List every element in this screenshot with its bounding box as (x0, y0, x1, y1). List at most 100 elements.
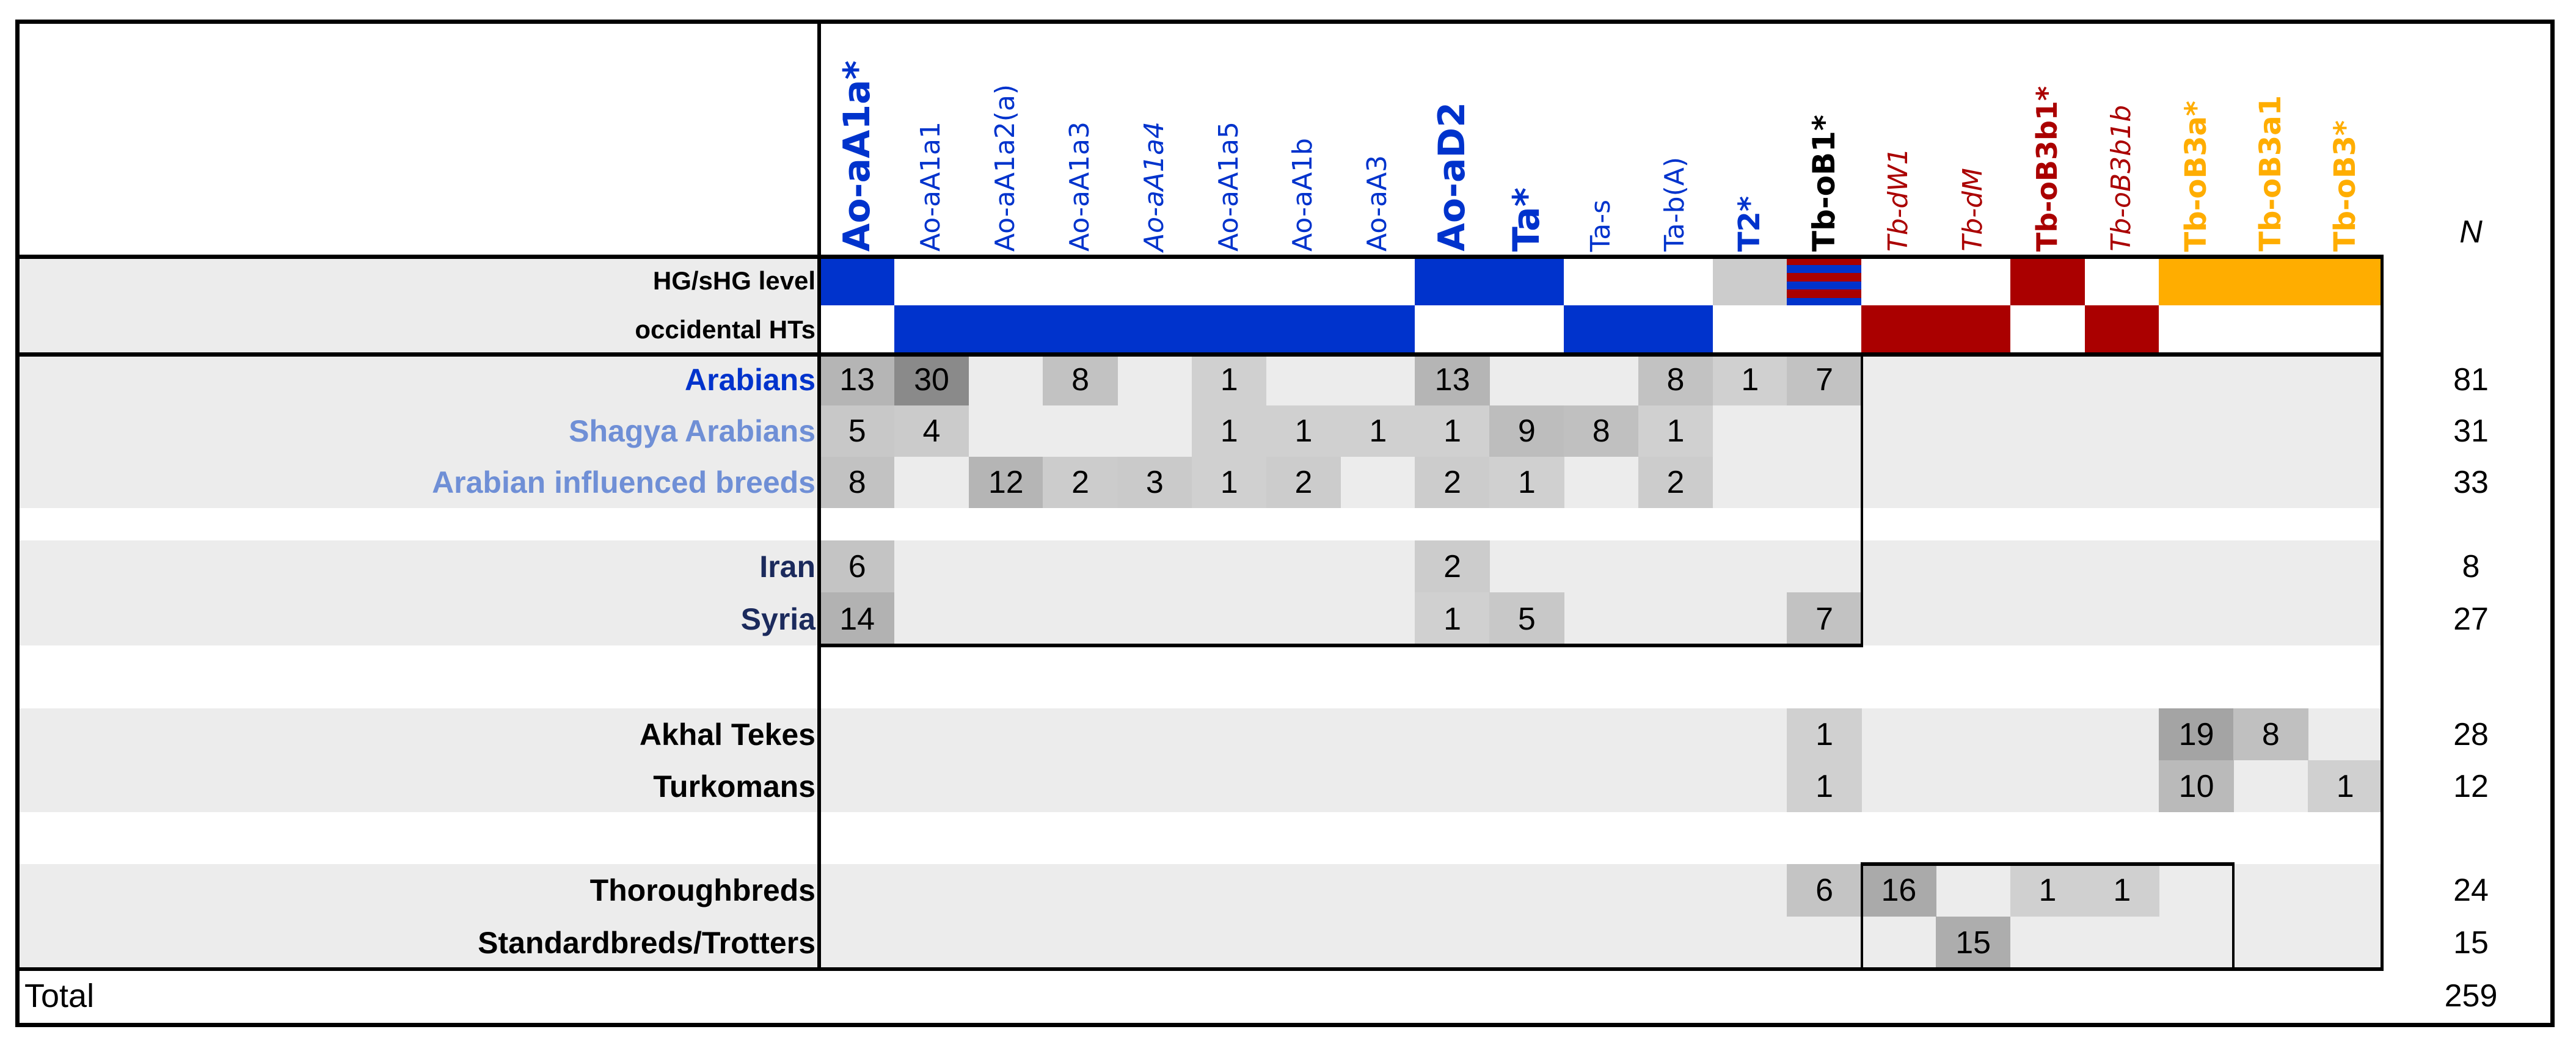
column-header-label: Ao-aA1a1 (915, 122, 947, 252)
band-top-line (20, 255, 2384, 259)
data-cell: 30 (894, 354, 969, 405)
band-cell-blue (1117, 305, 1192, 354)
column-header: Tb-oB3b1* (2010, 23, 2084, 255)
data-cell: 1 (2308, 760, 2383, 812)
data-cell: 1 (1787, 760, 1862, 812)
data-cell: 8 (1564, 405, 1639, 457)
band-cell-orange (2308, 256, 2383, 305)
row-n: 81 (2453, 362, 2489, 398)
table-row (20, 540, 2382, 592)
total-n: 259 (2444, 978, 2498, 1014)
data-cell: 1 (1340, 405, 1415, 457)
data-cell: 2 (1415, 540, 1490, 592)
band-cell-white (2159, 305, 2234, 354)
band-cell-white (2010, 305, 2085, 354)
data-cell: 3 (1117, 457, 1192, 508)
column-header-label: Tb-oB1* (1806, 114, 1842, 252)
column-header-label: Ao-aA1a5 (1213, 122, 1244, 252)
data-cell: 13 (1415, 354, 1490, 405)
band-cell-blue (820, 256, 895, 305)
band-cell-white (1638, 256, 1713, 305)
total-label: Total (24, 978, 95, 1014)
data-cell: 1 (1266, 405, 1341, 457)
data-cell: 13 (820, 354, 895, 405)
column-header: Ao-aA1a5 (1192, 23, 1266, 255)
column-header: Ao-aA1a1 (894, 23, 968, 255)
band-cell-blue (1043, 305, 1118, 354)
band-cell-white (1787, 305, 1862, 354)
band-cell-white (1936, 256, 2011, 305)
data-cell: 1 (1415, 405, 1490, 457)
column-header-label: Tb-oB3b1b (2106, 105, 2137, 252)
band-cell-grey (1712, 256, 1787, 305)
column-header-label: Tb-dM (1957, 168, 1988, 252)
column-header: Ta-s (1564, 23, 1638, 255)
data-cell: 2 (1638, 457, 1713, 508)
arabian-box (819, 354, 1863, 647)
data-cell: 5 (1489, 592, 1564, 645)
band-cell-white (894, 256, 969, 305)
band-cell-white (1564, 256, 1639, 305)
band-cell-white (820, 305, 895, 354)
column-header: Ta* (1489, 23, 1563, 255)
column-header: Ao-aA3 (1341, 23, 1415, 255)
column-header: Ao-aA1a4 (1117, 23, 1191, 255)
row-label: Arabians (685, 363, 815, 397)
row-label: Standardbreds/Trotters (478, 926, 815, 960)
data-cell: 4 (894, 405, 969, 457)
total-top-line (20, 967, 2384, 971)
column-header: Ta-b(A) (1638, 23, 1712, 255)
table-row (20, 864, 2382, 917)
column-header-label: Tb-oB3a1 (2253, 95, 2288, 252)
band-cell-blue (894, 305, 969, 354)
data-cell: 8 (1638, 354, 1713, 405)
data-cell: 16 (1861, 864, 1936, 917)
band-cell-white (1415, 305, 1490, 354)
band-cell-blue (1638, 305, 1713, 354)
data-cell: 15 (1936, 917, 2011, 969)
column-header: Ao-aD2 (1415, 23, 1489, 255)
column-header: Tb-dW1 (1861, 23, 1935, 255)
band-label-bg (20, 256, 820, 354)
column-header: Tb-oB3a1 (2233, 23, 2307, 255)
row-label: Iran (759, 549, 815, 584)
band-cell-white (2233, 305, 2308, 354)
band-cell-white (1043, 256, 1118, 305)
data-cell: 1 (1638, 405, 1713, 457)
data-cell: 12 (968, 457, 1043, 508)
data-cell: 7 (1787, 354, 1862, 405)
row-n: 12 (2453, 768, 2489, 804)
column-header-label: Ta* (1505, 187, 1548, 252)
band-bottom-line (20, 352, 2384, 357)
band-cell-blue (1489, 256, 1564, 305)
band-cell-blue (1415, 256, 1490, 305)
band-cell-striped (1787, 256, 1862, 305)
row-label: Thoroughbreds (589, 873, 815, 907)
data-cell: 1 (1192, 457, 1267, 508)
n-header: N (2459, 214, 2483, 250)
table-row (20, 592, 2382, 645)
data-cell: 8 (820, 457, 895, 508)
data-cell: 6 (820, 540, 895, 592)
data-cell: 1 (2084, 864, 2159, 917)
data-cell: 6 (1787, 864, 1862, 917)
column-header-label: Ta-s (1585, 199, 1616, 252)
column-header-label: Ao-aA1a3 (1064, 122, 1095, 252)
band-cell-white (1266, 256, 1341, 305)
data-cell: 1 (1192, 405, 1267, 457)
band-cell-white (2308, 305, 2383, 354)
data-cell: 1 (1415, 592, 1490, 645)
row-n: 8 (2462, 548, 2480, 584)
thoroughbred-box (1861, 862, 2235, 970)
column-header: Tb-oB1* (1787, 23, 1861, 255)
band-label-occidental-hts: occidental HTs (635, 315, 815, 344)
column-header: Ao-aA1a3 (1043, 23, 1117, 255)
column-header: T2* (1713, 23, 1787, 255)
row-n: 27 (2453, 601, 2489, 637)
label-divider (817, 20, 821, 971)
column-header: Tb-oB3b1b (2085, 23, 2159, 255)
column-header-label: Tb-oB3a* (2178, 100, 2213, 252)
table-row (20, 708, 2382, 760)
column-header-label: Ao-aA1b (1287, 138, 1319, 252)
column-header: Ao-aA1b (1266, 23, 1340, 255)
